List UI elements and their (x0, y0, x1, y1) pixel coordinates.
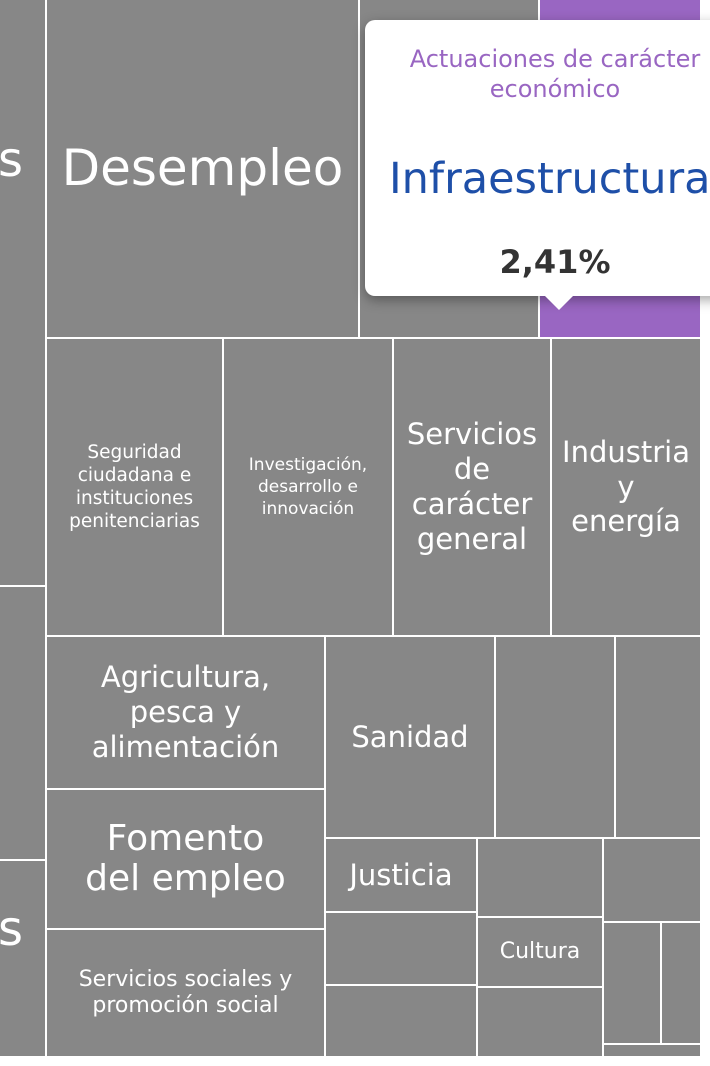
tile-unlabeled[interactable] (662, 923, 702, 1045)
tile-seguridad[interactable]: Seguridad ciudadana e instituciones peni… (47, 339, 224, 637)
tile-servicios-generales[interactable]: Servicios de carácter general (394, 339, 552, 637)
tooltip-category: Actuaciones de carácter económico (409, 45, 701, 103)
tooltip-pointer (543, 294, 575, 310)
tile-partial-left-middle[interactable] (0, 587, 47, 861)
tile-desempleo[interactable]: Desempleo (47, 0, 360, 339)
tile-label: Cultura (499, 938, 581, 964)
tile-unlabeled[interactable] (604, 839, 702, 923)
tile-label: Industria y energía (562, 434, 690, 539)
hover-tooltip: Actuaciones de carácter económico Infrae… (365, 20, 710, 310)
tile-industria[interactable]: Industria y energía (552, 339, 702, 637)
tile-servicios-sociales[interactable]: Servicios sociales y promoción social (47, 930, 326, 1058)
tile-unlabeled[interactable] (326, 913, 478, 986)
tile-investigacion[interactable]: Investigación, desarrollo e innovación (224, 339, 394, 637)
tile-cultura[interactable]: Cultura (478, 918, 604, 988)
tile-unlabeled[interactable] (616, 637, 702, 839)
tile-label: Servicios sociales y promoción social (78, 966, 293, 1018)
edge-letter-bottom: s (0, 901, 24, 957)
tile-justicia[interactable]: Justicia (326, 839, 478, 913)
tooltip-percentage: 2,41% (499, 243, 611, 281)
tile-fomento[interactable]: Fomento del empleo (47, 790, 326, 930)
tile-label: Sanidad (351, 719, 469, 754)
tile-unlabeled[interactable] (604, 923, 662, 1045)
tile-label: Desempleo (61, 139, 344, 198)
tile-unlabeled[interactable] (478, 988, 604, 1058)
tile-partial-left-top[interactable] (0, 0, 47, 587)
tile-unlabeled[interactable] (478, 839, 604, 918)
tile-unlabeled[interactable] (326, 986, 478, 1058)
tile-unlabeled[interactable] (496, 637, 616, 839)
edge-letter-top: s (0, 132, 24, 188)
tooltip-title: Infraestructuras (389, 154, 710, 204)
tile-label: Servicios de carácter general (406, 417, 538, 556)
tile-label: Justicia (349, 857, 453, 892)
tile-label: Investigación, desarrollo e innovación (248, 454, 368, 520)
tile-sanidad[interactable]: Sanidad (326, 637, 496, 839)
tile-label: Fomento del empleo (85, 818, 286, 899)
tile-agricultura[interactable]: Agricultura, pesca y alimentación (47, 637, 326, 790)
tile-unlabeled[interactable] (604, 1045, 702, 1058)
tile-partial-left-bottom[interactable] (0, 861, 47, 1058)
tile-label: Agricultura, pesca y alimentación (91, 660, 280, 764)
tile-label: Seguridad ciudadana e instituciones peni… (69, 441, 200, 533)
